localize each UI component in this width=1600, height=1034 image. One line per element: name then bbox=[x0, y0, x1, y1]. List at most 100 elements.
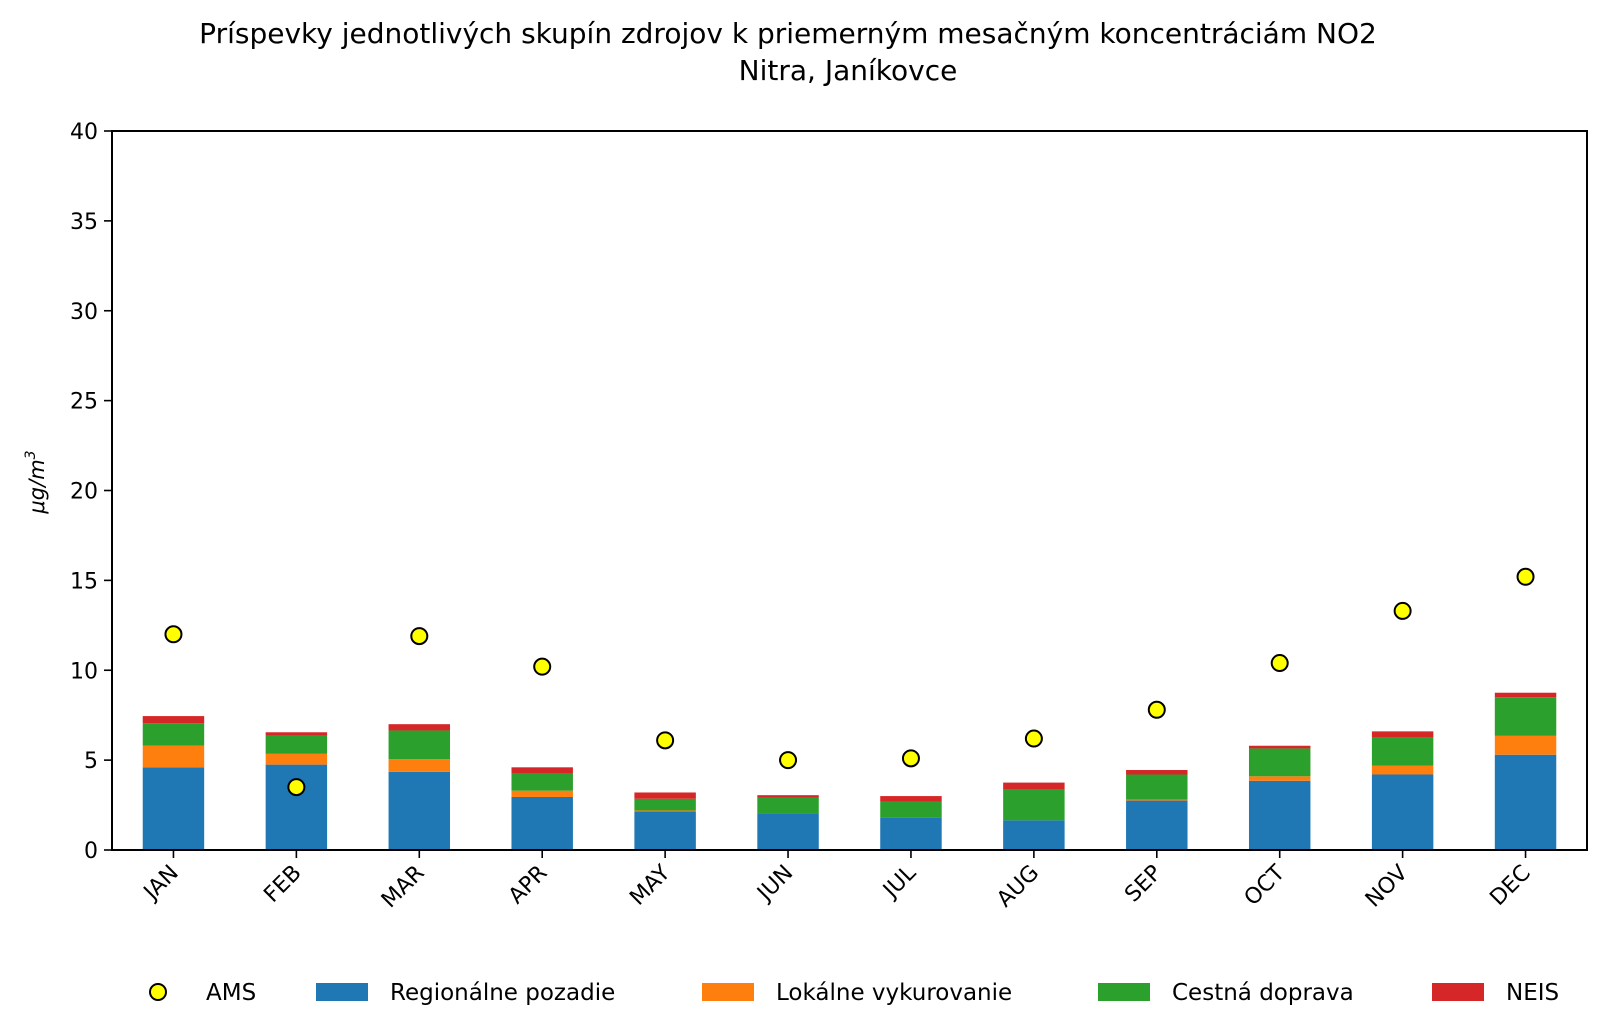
legend-item-ams: AMS bbox=[149, 980, 256, 1006]
bar-lokalne-vykurovanie-apr bbox=[511, 790, 573, 797]
legend-label-lokalne-vykurovanie: Lokálne vykurovanie bbox=[776, 980, 1012, 1006]
ams-point-mar bbox=[410, 627, 429, 646]
legend-label-ams: AMS bbox=[206, 980, 256, 1006]
y-tick-label-5: 5 bbox=[84, 749, 98, 774]
bar-neis-sep bbox=[1126, 770, 1188, 775]
bar-cestna-doprava-nov bbox=[1371, 737, 1434, 766]
ams-points-layer bbox=[164, 567, 1535, 797]
ams-point-jul bbox=[901, 749, 920, 768]
legend-swatch-lokalne-vykurovanie bbox=[702, 983, 754, 1001]
x-tick-label-aug: AUG bbox=[992, 861, 1044, 913]
bar-regionalne-pozadie-dec bbox=[1494, 754, 1557, 850]
legend-swatch-cestna-doprava bbox=[1098, 983, 1150, 1001]
ams-point-aug bbox=[1024, 729, 1043, 748]
bar-neis-jul bbox=[880, 796, 942, 802]
legend-swatch-regionalne-pozadie bbox=[316, 983, 368, 1001]
plot-frame bbox=[111, 130, 1588, 851]
bar-cestna-doprava-jan bbox=[142, 723, 205, 746]
legend-label-regionalne-pozadie: Regionálne pozadie bbox=[390, 980, 615, 1006]
bar-neis-feb bbox=[265, 732, 328, 736]
bar-cestna-doprava-oct bbox=[1248, 748, 1311, 777]
bar-lokalne-vykurovanie-feb bbox=[265, 753, 328, 765]
ams-point-apr bbox=[533, 657, 552, 676]
y-axis-label-superscript: 3 bbox=[23, 450, 39, 459]
bar-cestna-doprava-aug bbox=[1003, 789, 1065, 821]
ams-point-nov bbox=[1393, 601, 1412, 620]
bar-regionalne-pozadie-may bbox=[634, 811, 696, 850]
ams-point-dec bbox=[1516, 567, 1535, 586]
x-tick-label-feb: FEB bbox=[259, 861, 306, 908]
chart-subtitle: Nitra, Janíkovce bbox=[739, 54, 958, 87]
bar-lokalne-vykurovanie-mar bbox=[388, 759, 451, 772]
bar-cestna-doprava-jul bbox=[880, 801, 942, 818]
x-tick-label-oct: OCT bbox=[1240, 860, 1291, 911]
y-tick-label-35: 35 bbox=[70, 210, 98, 235]
x-tick-label-mar: MAR bbox=[377, 861, 430, 914]
legend-swatch-neis bbox=[1432, 983, 1484, 1001]
y-axis-label: μg/m3 bbox=[23, 450, 49, 514]
bar-regionalne-pozadie-oct bbox=[1248, 780, 1311, 850]
x-tick-label-dec: DEC bbox=[1485, 861, 1535, 911]
bar-neis-aug bbox=[1003, 782, 1065, 790]
legend-item-cestna-doprava: Cestná doprava bbox=[1098, 980, 1354, 1006]
bar-neis-may bbox=[634, 792, 696, 799]
x-tick-label-jul: JUL bbox=[877, 860, 921, 904]
bar-regionalne-pozadie-aug bbox=[1003, 820, 1065, 850]
bar-lokalne-vykurovanie-nov bbox=[1371, 765, 1434, 775]
bar-neis-nov bbox=[1371, 731, 1434, 738]
bar-neis-dec bbox=[1494, 692, 1557, 698]
bar-cestna-doprava-dec bbox=[1494, 697, 1557, 736]
legend-label-neis: NEIS bbox=[1506, 980, 1559, 1006]
bar-cestna-doprava-jun bbox=[757, 797, 819, 814]
bar-cestna-doprava-apr bbox=[511, 773, 573, 791]
y-tick-label-20: 20 bbox=[70, 480, 98, 505]
y-tick-label-0: 0 bbox=[84, 839, 98, 864]
bar-neis-jan bbox=[142, 716, 205, 724]
bar-lokalne-vykurovanie-may bbox=[634, 810, 696, 812]
x-tick-label-sep: SEP bbox=[1120, 861, 1167, 908]
ams-point-oct bbox=[1270, 654, 1289, 673]
bar-lokalne-vykurovanie-jan bbox=[142, 745, 205, 768]
ams-point-jan bbox=[164, 625, 183, 644]
legend-label-cestna-doprava: Cestná doprava bbox=[1172, 980, 1354, 1006]
bar-lokalne-vykurovanie-dec bbox=[1494, 735, 1557, 755]
bars-layer bbox=[142, 692, 1557, 850]
legend-item-regionalne-pozadie: Regionálne pozadie bbox=[316, 980, 615, 1006]
bar-regionalne-pozadie-jun bbox=[757, 813, 819, 850]
bar-lokalne-vykurovanie-sep bbox=[1126, 799, 1188, 801]
x-tick-label-jan: JAN bbox=[138, 861, 184, 907]
bar-regionalne-pozadie-feb bbox=[265, 764, 328, 850]
y-axis-label-base: μg/m bbox=[25, 459, 49, 514]
x-tick-label-may: MAY bbox=[625, 860, 675, 910]
bar-regionalne-pozadie-sep bbox=[1126, 800, 1188, 850]
bar-cestna-doprava-feb bbox=[265, 735, 328, 754]
legend: AMS Regionálne pozadie Lokálne vykurovanie… bbox=[149, 980, 1559, 1006]
ams-point-jun bbox=[779, 751, 798, 770]
bar-regionalne-pozadie-jan bbox=[142, 767, 205, 850]
bar-cestna-doprava-sep bbox=[1126, 774, 1188, 800]
legend-item-neis: NEIS bbox=[1432, 980, 1559, 1006]
ams-point-may bbox=[656, 731, 675, 750]
y-tick-label-10: 10 bbox=[70, 659, 98, 684]
y-tick-label-15: 15 bbox=[70, 569, 98, 594]
bar-lokalne-vykurovanie-oct bbox=[1248, 776, 1311, 781]
chart-title: Príspevky jednotlivých skupín zdrojov k … bbox=[199, 17, 1377, 50]
bar-neis-apr bbox=[511, 767, 573, 774]
legend-item-lokalne-vykurovanie: Lokálne vykurovanie bbox=[702, 980, 1012, 1006]
ams-point-sep bbox=[1147, 700, 1166, 719]
bar-regionalne-pozadie-apr bbox=[511, 796, 573, 850]
y-tick-label-25: 25 bbox=[70, 390, 98, 415]
bar-neis-mar bbox=[388, 724, 451, 731]
ams-point-feb bbox=[287, 778, 306, 797]
x-tick-label-nov: NOV bbox=[1361, 861, 1413, 913]
bar-cestna-doprava-mar bbox=[388, 730, 451, 760]
bar-cestna-doprava-may bbox=[634, 798, 696, 811]
bar-neis-oct bbox=[1248, 745, 1311, 749]
legend-marker-ams bbox=[149, 983, 167, 1001]
svg-text:μg/m3: μg/m3 bbox=[23, 450, 49, 514]
bar-regionalne-pozadie-jul bbox=[880, 817, 942, 850]
y-tick-label-30: 30 bbox=[70, 300, 98, 325]
bar-regionalne-pozadie-nov bbox=[1371, 774, 1434, 850]
bar-neis-jun bbox=[757, 795, 819, 798]
